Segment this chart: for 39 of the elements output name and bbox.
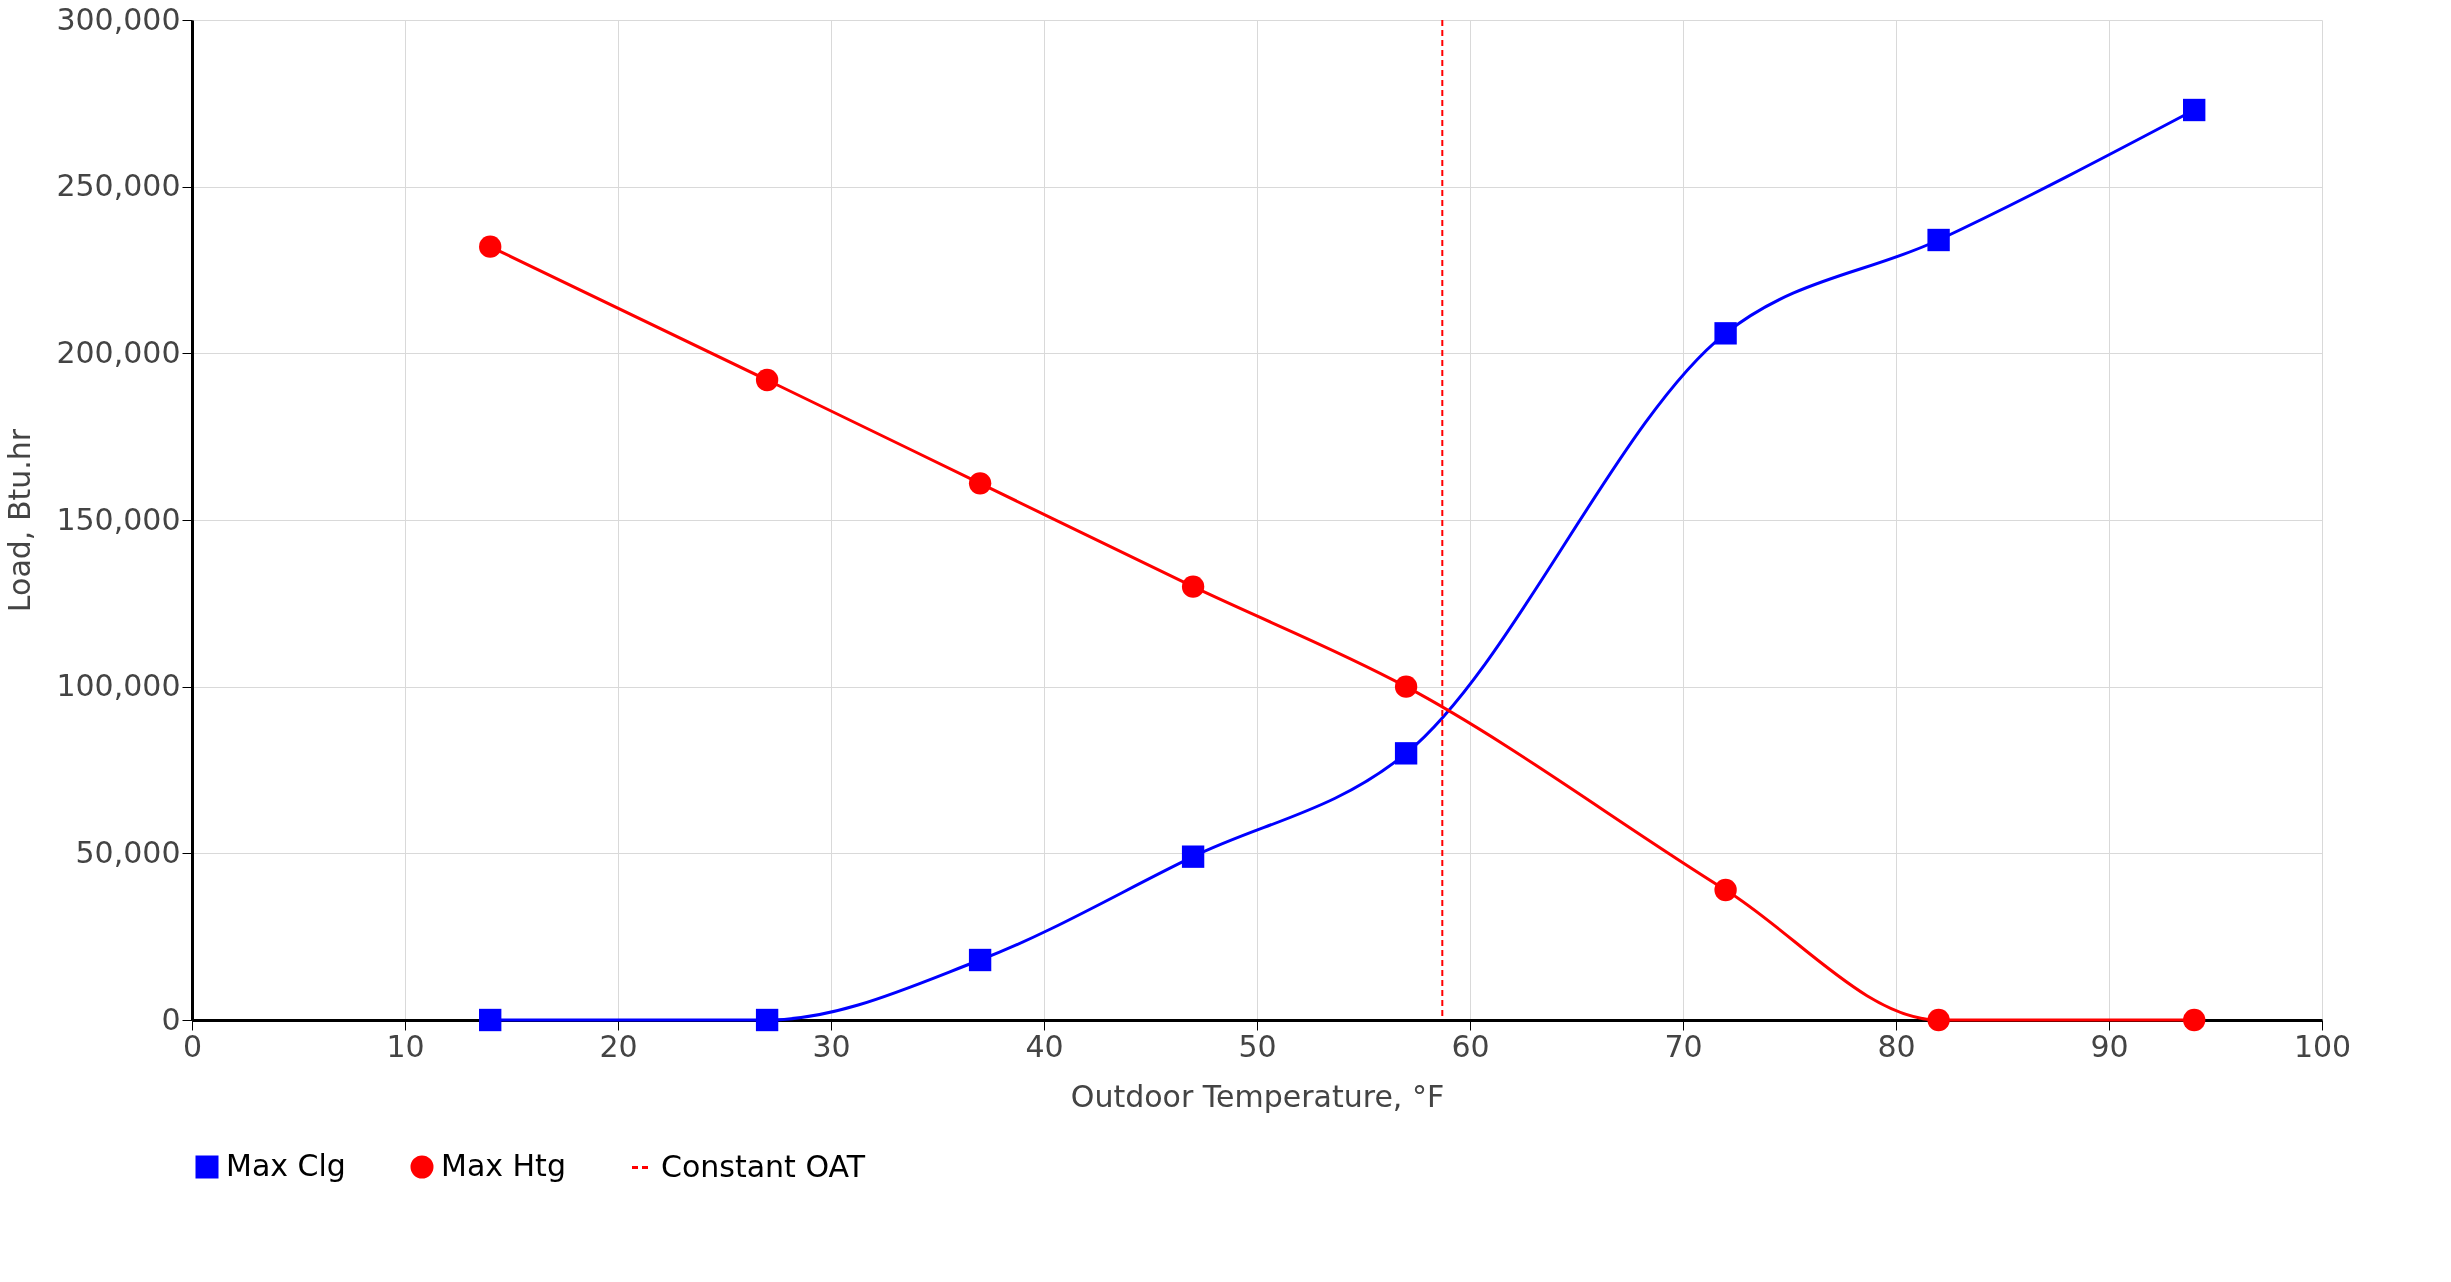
x-tick-label: 40 bbox=[1025, 1028, 1064, 1064]
x-tick-label: 70 bbox=[1664, 1028, 1703, 1064]
point bbox=[968, 948, 992, 972]
x-tick-label: 10 bbox=[386, 1028, 425, 1064]
x-tick-label: 30 bbox=[812, 1028, 851, 1064]
legend-label: Max Htg bbox=[441, 1148, 566, 1183]
y-tick-label: 300,000 bbox=[56, 1, 181, 37]
point bbox=[1714, 878, 1737, 902]
x-tick-label: 50 bbox=[1238, 1028, 1277, 1064]
legend-label: Max Clg bbox=[226, 1148, 346, 1183]
point bbox=[479, 1008, 502, 1032]
point bbox=[968, 472, 992, 495]
point bbox=[1181, 845, 1205, 868]
point bbox=[2183, 1008, 2206, 1032]
x-tick-label: 0 bbox=[182, 1028, 203, 1064]
y-tick-label: 50,000 bbox=[75, 834, 181, 870]
point bbox=[755, 368, 779, 392]
y-tick-label: 200,000 bbox=[56, 334, 181, 370]
point bbox=[2183, 98, 2206, 122]
legend-label: Constant OAT bbox=[661, 1148, 866, 1184]
y-tick-label: 150,000 bbox=[56, 501, 181, 537]
y-tick-label: 0 bbox=[161, 1001, 181, 1037]
point bbox=[1181, 575, 1205, 598]
point bbox=[1927, 228, 1950, 252]
y-tick-label: 100,000 bbox=[56, 668, 181, 704]
point bbox=[1394, 742, 1418, 765]
x-tick-label: 60 bbox=[1451, 1028, 1490, 1064]
y-axis-title: Load, Btu.hr bbox=[2, 428, 38, 613]
point bbox=[479, 235, 502, 258]
point bbox=[755, 1008, 779, 1032]
x-tick-label: 80 bbox=[1877, 1028, 1916, 1064]
point bbox=[1714, 322, 1737, 345]
point bbox=[1927, 1008, 1950, 1032]
x-axis-title: Outdoor Temperature, °F bbox=[1070, 1078, 1445, 1114]
point bbox=[1394, 675, 1418, 698]
x-tick-label: 90 bbox=[2090, 1028, 2129, 1064]
x-tick-label: 20 bbox=[599, 1028, 638, 1064]
x-tick-label: 100 bbox=[2293, 1028, 2352, 1064]
y-tick-label: 250,000 bbox=[56, 168, 181, 204]
